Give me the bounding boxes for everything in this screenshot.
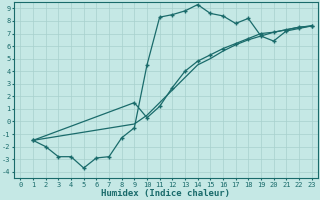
X-axis label: Humidex (Indice chaleur): Humidex (Indice chaleur) — [101, 189, 230, 198]
